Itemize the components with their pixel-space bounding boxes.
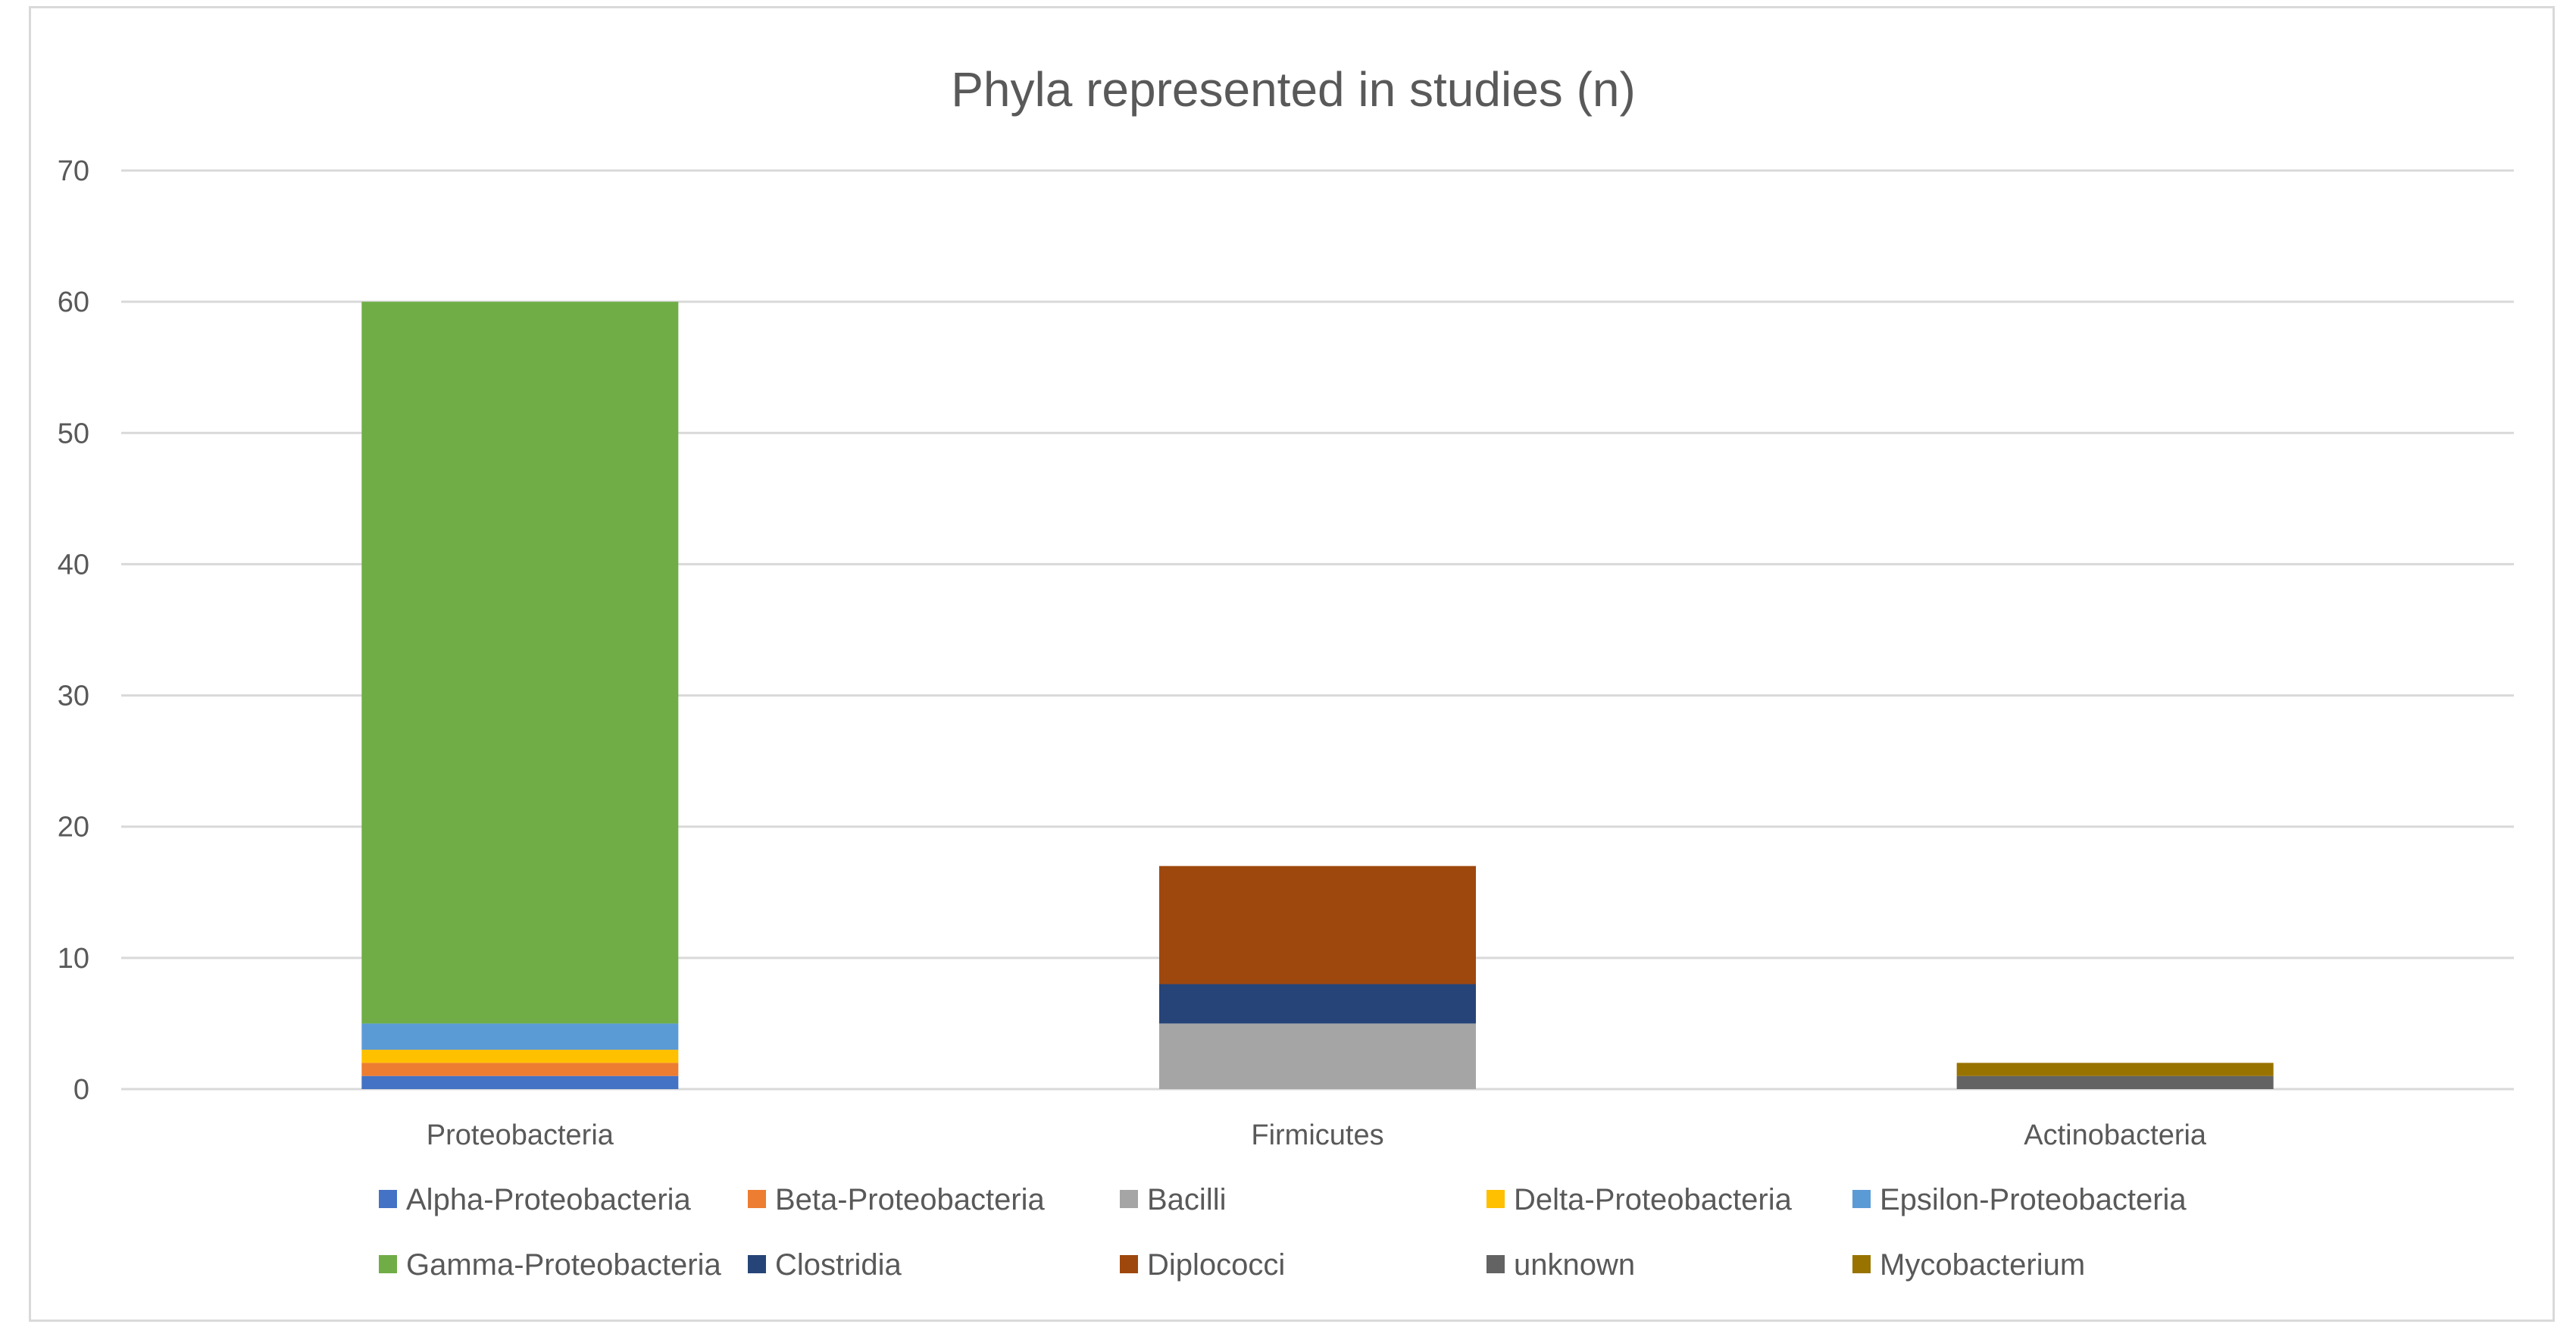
legend-item: unknown (1487, 1248, 1635, 1282)
bar-segment-proteobacteria-beta-proteobacteria (361, 1063, 679, 1076)
x-axis-ticks: Proteobacteria Firmicutes Actinobacteria (427, 1119, 2207, 1151)
legend-swatch (379, 1255, 397, 1273)
legend: Alpha-Proteobacteria Beta-Proteobacteria B… (379, 1183, 2187, 1282)
bar-segment-actinobacteria-unknown (1956, 1075, 2274, 1089)
y-tick-label: 50 (58, 418, 89, 449)
legend-label: Delta-Proteobacteria (1514, 1183, 1793, 1216)
legend-label: Epsilon-Proteobacteria (1880, 1183, 2187, 1216)
legend-label: Alpha-Proteobacteria (406, 1183, 692, 1216)
bar-segment-proteobacteria-delta-proteobacteria (361, 1050, 679, 1063)
legend-label: Beta-Proteobacteria (775, 1183, 1046, 1216)
legend-label: unknown (1514, 1248, 1635, 1282)
legend-label: Mycobacterium (1880, 1248, 2085, 1282)
legend-swatch (1852, 1190, 1871, 1208)
legend-swatch (748, 1190, 766, 1208)
bar-segment-firmicutes-bacilli (1159, 1023, 1476, 1089)
legend-swatch (1120, 1190, 1138, 1208)
legend-swatch (1120, 1255, 1138, 1273)
y-tick-label: 30 (58, 681, 89, 712)
bar-segment-firmicutes-diplococci (1159, 866, 1476, 985)
bar-segment-proteobacteria-epsilon-proteobacteria (361, 1023, 679, 1050)
legend-swatch (1487, 1255, 1505, 1273)
legend-swatch (1852, 1255, 1871, 1273)
legend-label: Diplococci (1147, 1248, 1285, 1282)
y-axis-ticks: 0 10 20 30 40 50 60 70 (58, 155, 89, 1106)
bar-segment-proteobacteria-alpha-proteobacteria (361, 1075, 679, 1089)
bars (361, 302, 2274, 1089)
legend-item: Gamma-Proteobacteria (379, 1248, 721, 1282)
y-tick-label: 60 (58, 286, 89, 318)
legend-item: Mycobacterium (1852, 1248, 2085, 1282)
y-tick-label: 0 (73, 1074, 89, 1106)
y-tick-label: 10 (58, 943, 89, 975)
x-tick-label: Proteobacteria (427, 1119, 614, 1151)
legend-swatch (1487, 1190, 1505, 1208)
bar-segment-proteobacteria-gamma-proteobacteria (361, 302, 679, 1024)
legend-label: Bacilli (1147, 1183, 1226, 1216)
x-tick-label: Firmicutes (1251, 1119, 1383, 1151)
legend-item: Diplococci (1120, 1248, 1285, 1282)
legend-item: Clostridia (748, 1248, 902, 1282)
legend-item: Beta-Proteobacteria (748, 1183, 1046, 1216)
legend-item: Bacilli (1120, 1183, 1226, 1216)
y-tick-label: 20 (58, 812, 89, 844)
legend-label: Gamma-Proteobacteria (406, 1248, 721, 1282)
y-tick-label: 70 (58, 155, 89, 187)
legend-item: Delta-Proteobacteria (1487, 1183, 1793, 1216)
x-tick-label: Actinobacteria (2024, 1119, 2207, 1151)
bar-segment-actinobacteria-mycobacterium (1956, 1063, 2274, 1076)
bar-segment-firmicutes-clostridia (1159, 984, 1476, 1024)
legend-label: Clostridia (775, 1248, 902, 1282)
legend-swatch (748, 1255, 766, 1273)
legend-item: Epsilon-Proteobacteria (1852, 1183, 2187, 1216)
legend-swatch (379, 1190, 397, 1208)
y-tick-label: 40 (58, 549, 89, 581)
legend-item: Alpha-Proteobacteria (379, 1183, 692, 1216)
chart-title: Phyla represented in studies (n) (951, 62, 1636, 117)
